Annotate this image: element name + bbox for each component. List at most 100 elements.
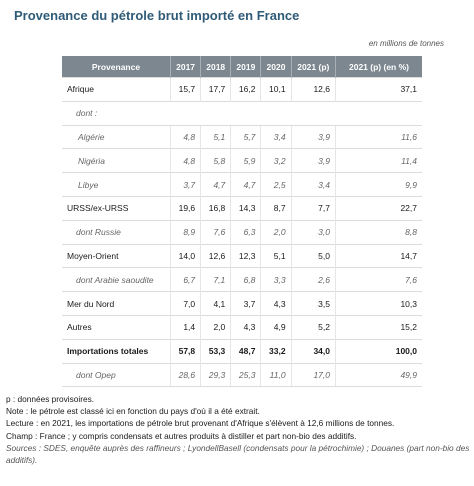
table-cell: 12,6 bbox=[200, 243, 231, 268]
table-cell: 5,7 bbox=[230, 124, 261, 149]
table-row: Moyen-Orient 14,0 12,6 12,3 5,1 5,0 14,7 bbox=[62, 243, 422, 268]
table-cell: 3,7 bbox=[230, 291, 261, 316]
table-row: Nigéria 4,8 5,8 5,9 3,2 3,9 11,4 bbox=[62, 148, 422, 173]
table-cell: 5,1 bbox=[200, 124, 231, 149]
row-label: Nigéria bbox=[62, 148, 171, 173]
table-cell: 10,1 bbox=[260, 77, 292, 102]
table-row: Libye 3,7 4,7 4,7 2,5 3,4 9,9 bbox=[62, 172, 422, 197]
row-label: Moyen-Orient bbox=[62, 243, 171, 268]
table-cell: 9,9 bbox=[335, 172, 422, 197]
table-cell: 4,8 bbox=[169, 148, 201, 173]
table-cell: 11,4 bbox=[335, 148, 422, 173]
table-cell: 100,0 bbox=[335, 338, 422, 364]
table-row: Mer du Nord 7,0 4,1 3,7 4,3 3,5 10,3 bbox=[62, 291, 422, 316]
table-row: Algérie 4,8 5,1 5,7 3,4 3,9 11,6 bbox=[62, 124, 422, 149]
footnote-provisional: p : données provisoires. bbox=[6, 394, 95, 404]
footnotes: p : données provisoires. Note : le pétro… bbox=[6, 393, 470, 466]
table-cell: 3,9 bbox=[290, 148, 336, 173]
row-label: Afrique bbox=[62, 77, 171, 102]
table-cell: 12,6 bbox=[290, 77, 336, 102]
row-label: dont Russie bbox=[62, 219, 171, 245]
table-cell bbox=[335, 100, 422, 126]
table-cell: 4,8 bbox=[169, 124, 201, 149]
header-2021p: 2021 (p) bbox=[290, 56, 336, 78]
table-cell bbox=[230, 100, 261, 126]
table-cell: 17,0 bbox=[290, 362, 336, 388]
table-header-row: Provenance 2017 2018 2019 2020 2021 (p) … bbox=[62, 56, 422, 78]
table-cell: 33,2 bbox=[260, 338, 292, 364]
row-label: Libye bbox=[62, 172, 171, 197]
table-cell: 2,0 bbox=[260, 219, 292, 245]
header-2019: 2019 bbox=[230, 56, 261, 78]
table-cell: 22,7 bbox=[335, 195, 422, 221]
table-cell: 11,0 bbox=[260, 362, 292, 388]
row-label: Autres bbox=[62, 314, 171, 340]
table-row: dont Opep 28,6 29,3 25,3 11,0 17,0 49,9 bbox=[62, 362, 422, 388]
row-label: URSS/ex-URSS bbox=[62, 195, 171, 221]
table-cell: 3,9 bbox=[290, 124, 336, 149]
table-cell: 3,3 bbox=[260, 267, 292, 292]
row-label: Algérie bbox=[62, 124, 171, 149]
table-title: Provenance du pétrole brut importé en Fr… bbox=[14, 8, 300, 23]
footnote-lecture: Lecture : en 2021, les importations de p… bbox=[6, 418, 395, 429]
footnote-champ: Champ : France ; y compris condensats et… bbox=[6, 430, 357, 441]
table-cell: 3,5 bbox=[290, 291, 336, 316]
table-cell: 2,0 bbox=[200, 314, 231, 340]
table-cell: 3,4 bbox=[290, 172, 336, 197]
data-table: Provenance 2017 2018 2019 2020 2021 (p) … bbox=[62, 56, 422, 388]
table-cell: 3,7 bbox=[169, 172, 201, 197]
table-cell: 53,3 bbox=[200, 338, 231, 364]
table-cell: 48,7 bbox=[230, 338, 261, 364]
row-label: Mer du Nord bbox=[62, 291, 171, 316]
table-cell: 7,6 bbox=[335, 267, 422, 292]
table-cell: 4,7 bbox=[230, 172, 261, 197]
table-cell: 34,0 bbox=[290, 338, 336, 364]
table-cell: 17,7 bbox=[200, 77, 231, 102]
table-cell: 7,6 bbox=[200, 219, 231, 245]
table-cell: 4,1 bbox=[200, 291, 231, 316]
table-row: Afrique 15,7 17,7 16,2 10,1 12,6 37,1 bbox=[62, 77, 422, 102]
table-cell: 28,6 bbox=[169, 362, 201, 388]
table-row: Autres 1,4 2,0 4,3 4,9 5,2 15,2 bbox=[62, 314, 422, 340]
table-cell: 8,8 bbox=[335, 219, 422, 245]
table-cell: 14,7 bbox=[335, 243, 422, 268]
table-cell: 3,0 bbox=[290, 219, 336, 245]
table-row: dont Arabie saoudite 6,7 7,1 6,8 3,3 2,6 7,6 bbox=[62, 267, 422, 292]
header-2020: 2020 bbox=[260, 56, 292, 78]
row-label: Importations totales bbox=[62, 338, 171, 364]
table-body: Afrique 15,7 17,7 16,2 10,1 12,6 37,1 dont : Alg… bbox=[62, 77, 422, 388]
table-cell: 37,1 bbox=[335, 77, 422, 102]
table-cell: 6,8 bbox=[230, 267, 261, 292]
table-cell: 16,8 bbox=[200, 195, 231, 221]
table-row: dont : bbox=[62, 100, 422, 126]
table-cell: 4,3 bbox=[260, 291, 292, 316]
row-label: dont : bbox=[62, 100, 171, 126]
table-cell: 6,3 bbox=[230, 219, 261, 245]
table-cell: 16,2 bbox=[230, 77, 261, 102]
footnote-note: Note : le pétrole est classé ici en fonc… bbox=[6, 406, 260, 417]
table-cell: 2,6 bbox=[290, 267, 336, 292]
table-cell: 8,7 bbox=[260, 195, 292, 221]
header-2018: 2018 bbox=[200, 56, 231, 78]
table-cell: 4,9 bbox=[260, 314, 292, 340]
row-label: dont Opep bbox=[62, 362, 171, 388]
table-cell: 49,9 bbox=[335, 362, 422, 388]
table-cell: 57,8 bbox=[169, 338, 201, 364]
table-cell: 25,3 bbox=[230, 362, 261, 388]
table-cell: 15,2 bbox=[335, 314, 422, 340]
table-cell: 5,9 bbox=[230, 148, 261, 173]
table-cell: 10,3 bbox=[335, 291, 422, 316]
table-cell: 12,3 bbox=[230, 243, 261, 268]
table-cell bbox=[260, 100, 292, 126]
table-row: URSS/ex-URSS 19,6 16,8 14,3 8,7 7,7 22,7 bbox=[62, 195, 422, 221]
table-cell: 19,6 bbox=[169, 195, 201, 221]
table-cell: 29,3 bbox=[200, 362, 231, 388]
table-cell: 5,0 bbox=[290, 243, 336, 268]
table-cell: 4,7 bbox=[200, 172, 231, 197]
table-cell: 3,4 bbox=[260, 124, 292, 149]
table-cell: 7,7 bbox=[290, 195, 336, 221]
header-2021p-pct: 2021 (p) (en %) bbox=[335, 56, 422, 78]
footnote-sources: Sources : SDES, enquête auprès des raffi… bbox=[6, 442, 470, 466]
table-cell: 14,0 bbox=[169, 243, 201, 268]
